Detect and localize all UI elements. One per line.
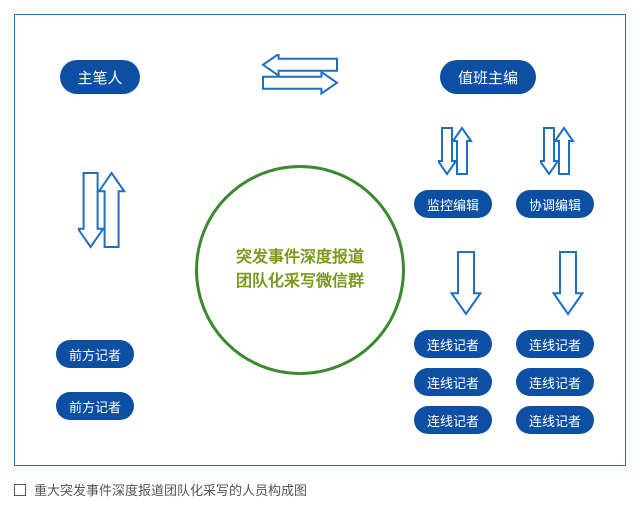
pill-line-rep-3: 连线记者 xyxy=(414,368,492,396)
pill-label: 连线记者 xyxy=(529,411,581,430)
pill-lead-writer: 主笔人 xyxy=(60,60,140,94)
arrow-left-v-pair xyxy=(78,165,130,260)
center-line-1: 突发事件深度报道 xyxy=(236,246,364,270)
pill-label: 连线记者 xyxy=(427,373,479,392)
pill-monitor-edit: 监控编辑 xyxy=(414,190,492,218)
pill-line-rep-1: 连线记者 xyxy=(414,330,492,358)
caption-box-icon xyxy=(14,484,26,496)
center-circle: 突发事件深度报道团队化采写微信群 xyxy=(195,165,405,375)
center-line-2: 团队化采写微信群 xyxy=(236,270,364,294)
caption-text: 重大突发事件深度报道团队化采写的人员构成图 xyxy=(34,480,307,499)
pill-label: 前方记者 xyxy=(69,397,121,416)
pill-duty-editor: 值班主编 xyxy=(440,60,536,94)
pill-line-rep-2: 连线记者 xyxy=(516,330,594,358)
pill-label: 主笔人 xyxy=(77,67,122,88)
arrow-right-v-sm-1 xyxy=(438,120,478,187)
caption-row: 重大突发事件深度报道团队化采写的人员构成图 xyxy=(14,480,307,499)
pill-front-rep-1: 前方记者 xyxy=(56,340,134,368)
pill-label: 值班主编 xyxy=(458,67,518,88)
pill-line-rep-5: 连线记者 xyxy=(414,406,492,434)
pill-label: 连线记者 xyxy=(529,373,581,392)
pill-label: 协调编辑 xyxy=(529,195,581,214)
pill-label: 连线记者 xyxy=(427,335,479,354)
pill-label: 连线记者 xyxy=(529,335,581,354)
pill-line-rep-6: 连线记者 xyxy=(516,406,594,434)
arrow-top-h-pair xyxy=(255,54,345,105)
pill-label: 前方记者 xyxy=(69,345,121,364)
pill-label: 连线记者 xyxy=(427,411,479,430)
arrow-right-v-sm-2 xyxy=(540,120,580,187)
arrow-right-down-1 xyxy=(446,244,486,327)
pill-front-rep-2: 前方记者 xyxy=(56,392,134,420)
pill-line-rep-4: 连线记者 xyxy=(516,368,594,396)
arrow-right-down-2 xyxy=(548,244,588,327)
pill-label: 监控编辑 xyxy=(427,195,479,214)
diagram-stage: 重大突发事件深度报道团队化采写的人员构成图 突发事件深度报道团队化采写微信群 主笔… xyxy=(0,0,640,513)
center-circle-label: 突发事件深度报道团队化采写微信群 xyxy=(236,246,364,294)
pill-coord-edit: 协调编辑 xyxy=(516,190,594,218)
